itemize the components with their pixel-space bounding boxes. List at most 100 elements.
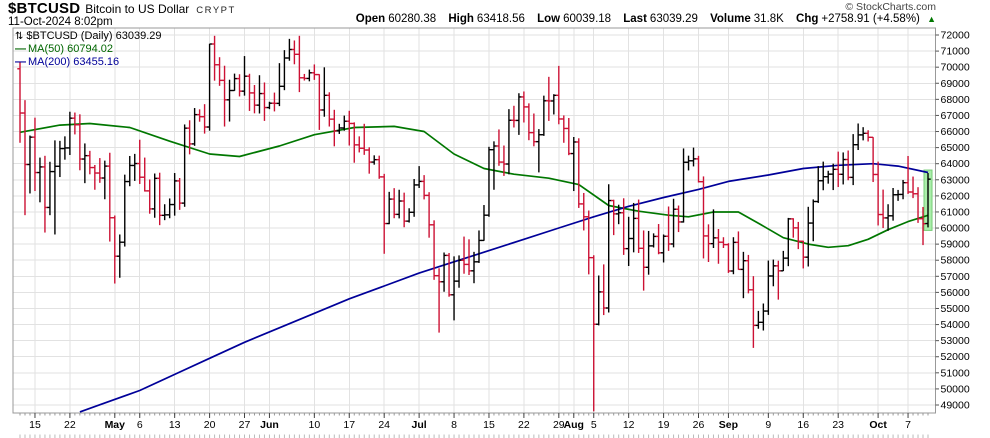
ohlc-bar bbox=[152, 173, 158, 218]
ohlc-bar bbox=[396, 189, 402, 219]
svg-text:17: 17 bbox=[343, 419, 355, 431]
ohlc-bar bbox=[326, 92, 333, 127]
ohlc-bar bbox=[511, 105, 517, 128]
ohlc-bar bbox=[166, 198, 173, 219]
ohlc-bar bbox=[57, 140, 63, 178]
ohlc-bar bbox=[665, 206, 672, 251]
legend-ma50-row: — MA(50) 60794.02 bbox=[15, 43, 162, 56]
ohlc-bar bbox=[885, 204, 891, 231]
svg-text:50000: 50000 bbox=[941, 383, 970, 395]
ohlc-bar bbox=[92, 164, 98, 190]
ohlc-bar bbox=[261, 82, 268, 121]
svg-text:8: 8 bbox=[451, 419, 457, 431]
volume-label: Volume bbox=[710, 13, 751, 25]
ohlc-bar bbox=[102, 160, 108, 200]
ohlc-bar bbox=[211, 35, 218, 81]
ma50-line bbox=[19, 122, 929, 249]
high-label: High bbox=[448, 13, 474, 25]
ohlc-bar bbox=[351, 122, 357, 163]
ma200-swatch-icon: — bbox=[15, 56, 26, 68]
ohlc-bar bbox=[531, 113, 537, 147]
ohlc-bar bbox=[715, 229, 722, 264]
ohlc-bar bbox=[506, 109, 512, 175]
ohlc-bar bbox=[895, 189, 901, 201]
ohlc-bar bbox=[221, 65, 228, 127]
ohlc-bar bbox=[625, 216, 632, 267]
svg-text:5: 5 bbox=[591, 419, 597, 431]
svg-text:Sep: Sep bbox=[719, 419, 738, 431]
high-value: 63418.56 bbox=[476, 13, 525, 25]
ohlc-bar bbox=[441, 252, 447, 292]
ohlc-bar bbox=[37, 157, 43, 203]
ohlc-bar bbox=[690, 147, 697, 167]
ohlc-bar bbox=[660, 234, 667, 263]
chart-legend: ⇅ $BTCUSD (Daily) 63039.29 — MA(50) 60794.… bbox=[15, 30, 162, 69]
ohlc-bar bbox=[740, 251, 747, 299]
svg-text:53000: 53000 bbox=[941, 335, 970, 347]
svg-text:71000: 71000 bbox=[941, 46, 970, 58]
svg-text:12: 12 bbox=[623, 419, 635, 431]
ohlc-bar bbox=[142, 157, 148, 192]
svg-text:72000: 72000 bbox=[941, 30, 970, 42]
price-plot-icon: ⇅ bbox=[15, 31, 24, 42]
svg-text:63000: 63000 bbox=[941, 174, 970, 186]
svg-text:22: 22 bbox=[518, 419, 530, 431]
ohlc-bar bbox=[436, 268, 442, 333]
ohlc-bar bbox=[286, 38, 293, 61]
ohlc-bar bbox=[516, 93, 522, 135]
svg-text:27: 27 bbox=[239, 419, 251, 431]
ohlc-bar bbox=[296, 35, 303, 93]
ohlc-bar bbox=[32, 117, 38, 192]
svg-text:64000: 64000 bbox=[941, 158, 970, 170]
ohlc-bar bbox=[620, 198, 627, 255]
ohlc-bar bbox=[630, 202, 637, 253]
ohlc-bar bbox=[880, 189, 886, 229]
svg-text:19: 19 bbox=[658, 419, 670, 431]
ohlc-bar bbox=[201, 104, 208, 134]
low-value: 60039.18 bbox=[563, 13, 612, 25]
quote-summary-bar: Open 60280.38 High 63418.56 Low 60039.18 La… bbox=[347, 13, 936, 25]
last-value: 63039.29 bbox=[649, 13, 698, 25]
ohlc-bar bbox=[795, 221, 801, 250]
ohlc-bar bbox=[556, 65, 562, 125]
ohlc-bar bbox=[127, 155, 133, 187]
ohlc-bar bbox=[925, 173, 931, 228]
ohlc-bar bbox=[501, 145, 507, 176]
svg-text:69000: 69000 bbox=[941, 78, 970, 90]
ohlc-bar bbox=[72, 112, 78, 135]
ohlc-bar bbox=[890, 187, 896, 221]
ohlc-bar bbox=[421, 175, 427, 200]
ohlc-bar bbox=[815, 166, 821, 203]
ohlc-bar bbox=[112, 215, 118, 284]
ohlc-bar bbox=[760, 303, 767, 331]
ohlc-bar bbox=[341, 115, 347, 131]
ohlc-bar bbox=[206, 43, 213, 131]
ohlc-bar bbox=[541, 95, 547, 136]
ohlc-bar bbox=[62, 136, 68, 160]
ohlc-bar bbox=[376, 155, 382, 179]
ohlc-bar bbox=[27, 135, 33, 194]
ohlc-bar bbox=[830, 163, 836, 191]
ohlc-bar bbox=[820, 161, 826, 191]
ohlc-bar bbox=[481, 205, 487, 242]
ohlc-bar bbox=[241, 56, 248, 96]
ohlc-bar bbox=[52, 140, 58, 235]
ma50-swatch-icon: — bbox=[15, 43, 26, 55]
ohlc-bar bbox=[496, 129, 502, 166]
ohlc-bar bbox=[675, 205, 682, 233]
ohlc-bar bbox=[366, 147, 372, 174]
svg-text:22: 22 bbox=[64, 419, 76, 431]
ohlc-bar bbox=[920, 206, 926, 246]
ohlc-bar bbox=[561, 115, 567, 143]
change-value: +2758.91 (+4.58%) bbox=[821, 13, 920, 25]
ohlc-bar bbox=[391, 188, 397, 219]
ohlc-bar bbox=[825, 170, 831, 184]
legend-symbol-row: ⇅ $BTCUSD (Daily) 63039.29 bbox=[15, 30, 162, 43]
svg-text:65000: 65000 bbox=[941, 142, 970, 154]
ohlc-bar bbox=[256, 75, 263, 114]
ohlc-bar bbox=[491, 141, 497, 190]
svg-text:29: 29 bbox=[553, 419, 565, 431]
ohlc-bar bbox=[606, 184, 612, 313]
ohlc-bar bbox=[371, 155, 377, 165]
ohlc-bar bbox=[526, 103, 532, 141]
